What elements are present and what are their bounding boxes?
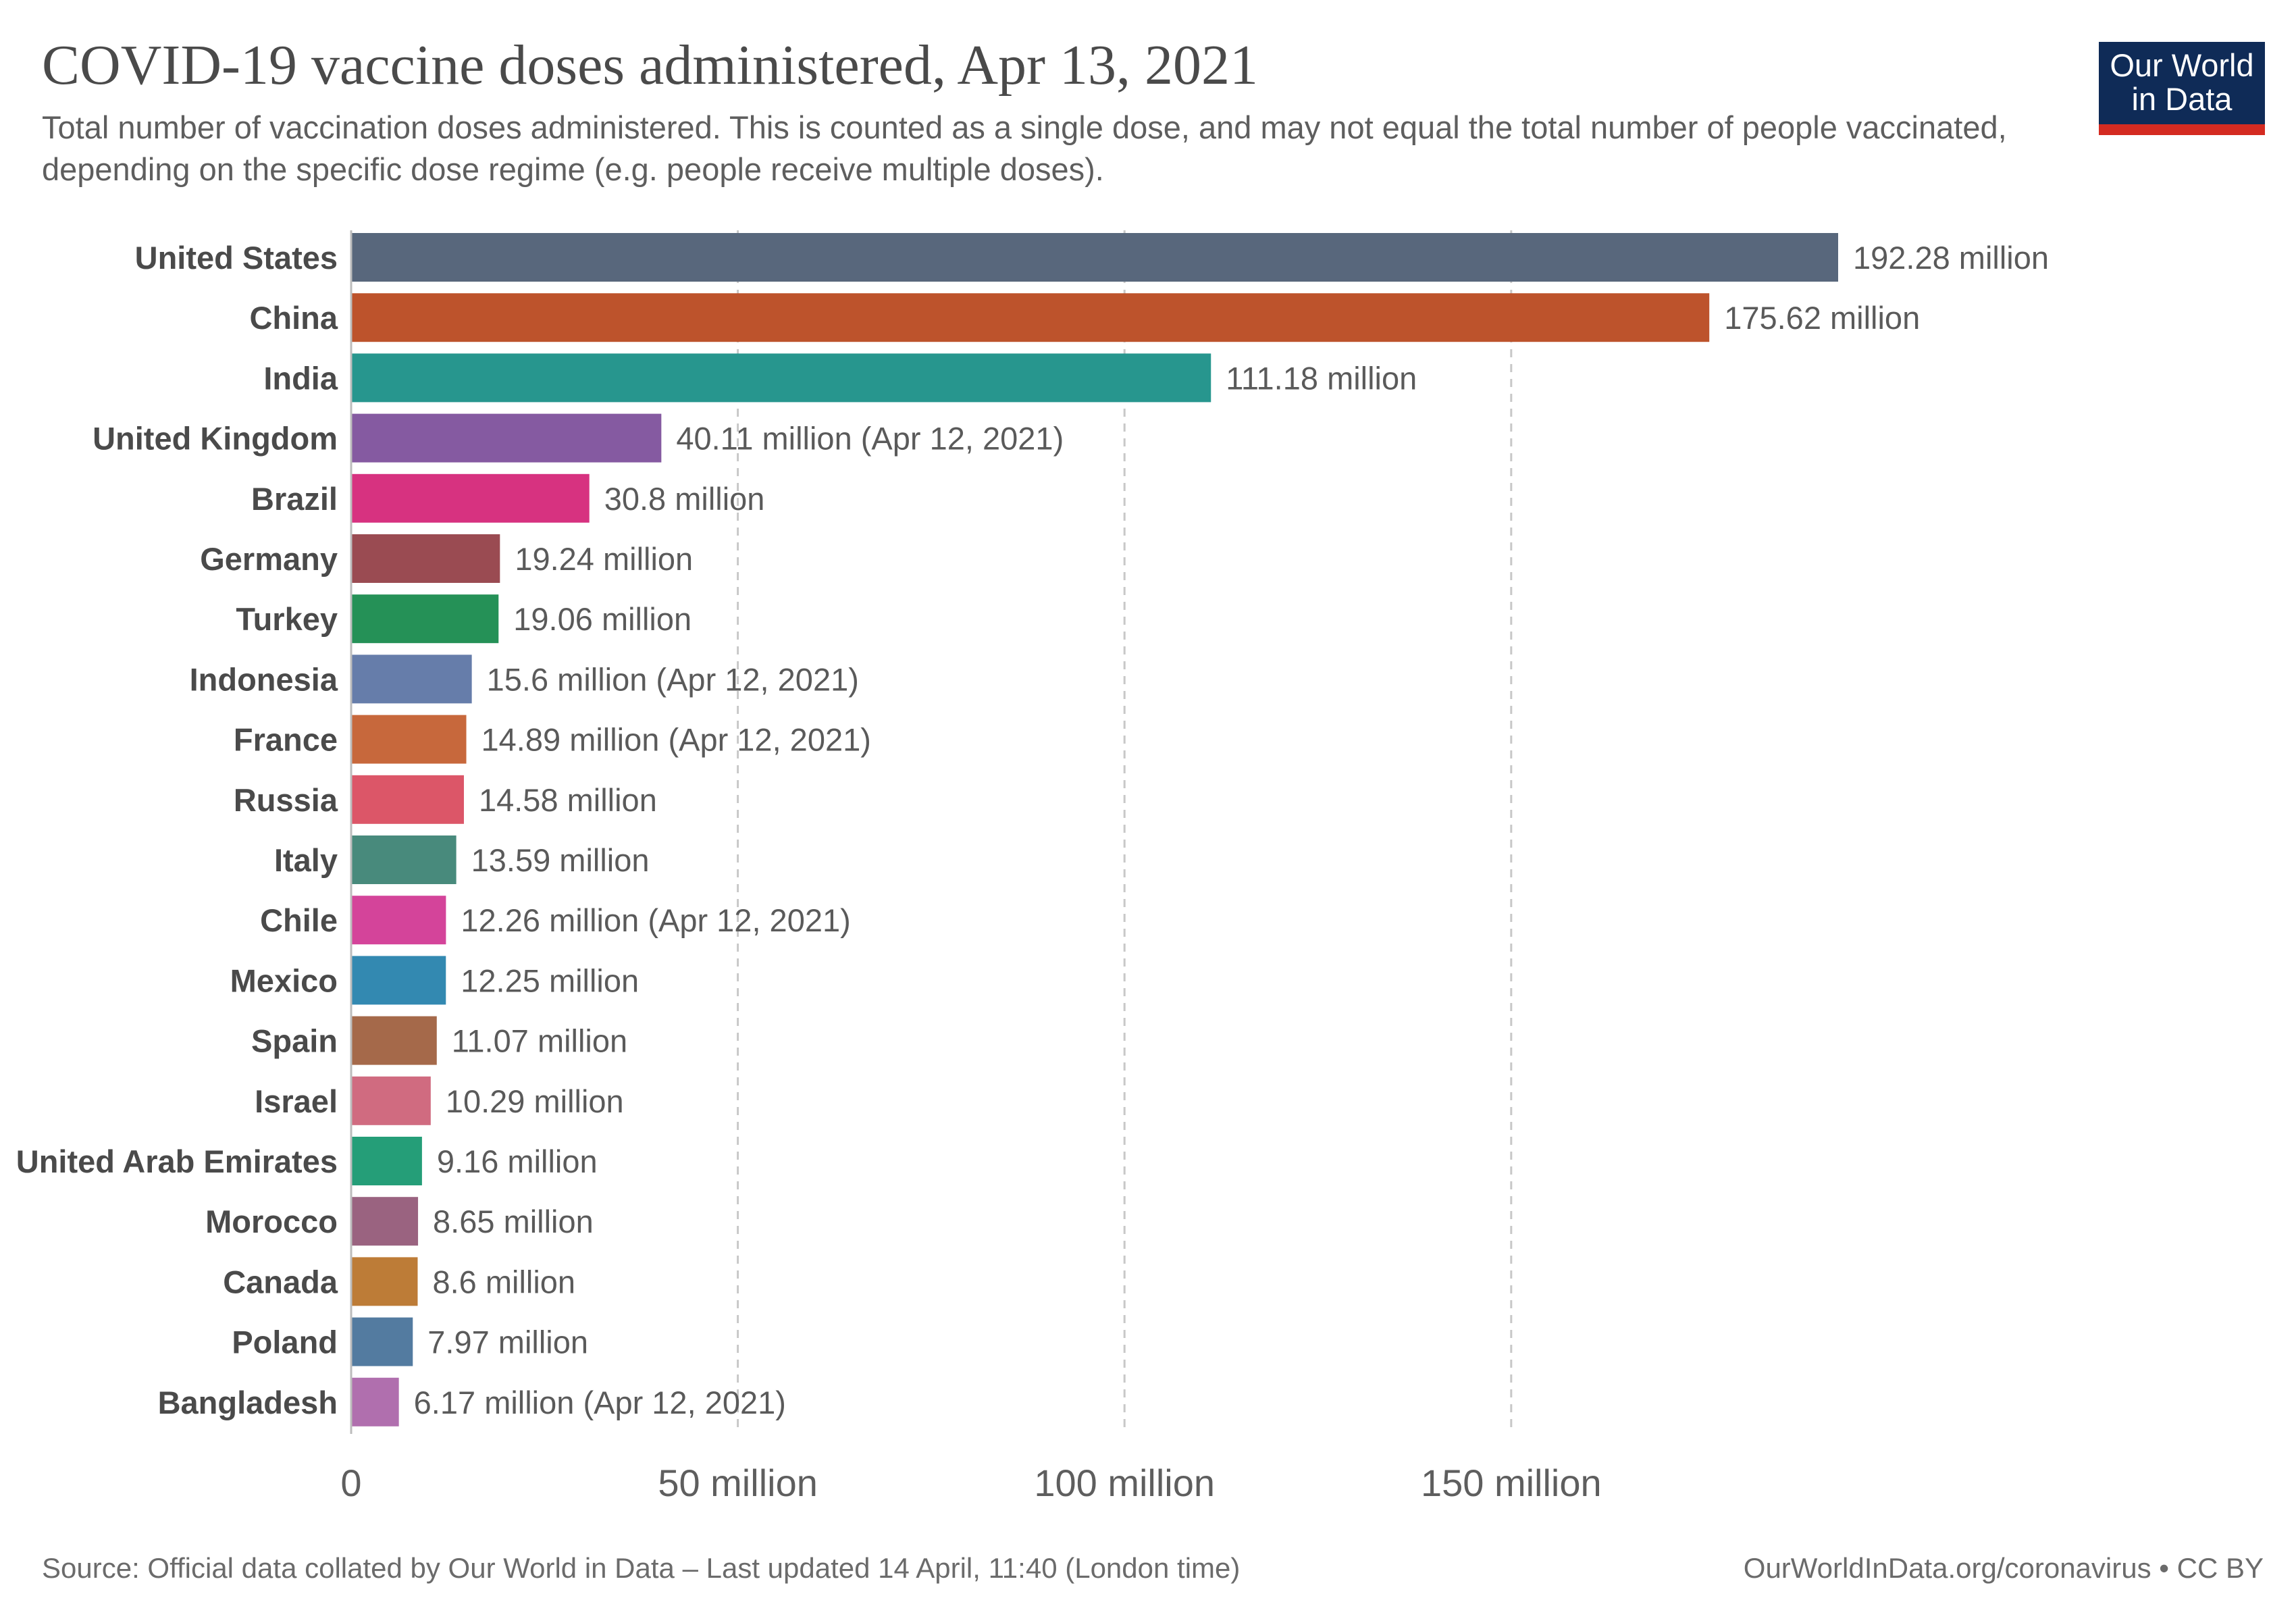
value-label-16: 8.65 million <box>433 1204 594 1239</box>
value-label-14: 10.29 million <box>446 1083 624 1119</box>
value-label-4: 30.8 million <box>604 481 765 517</box>
category-label-18: Poland <box>232 1324 338 1360</box>
category-label-19: Bangladesh <box>158 1385 338 1420</box>
value-label-0: 192.28 million <box>1853 240 2049 276</box>
bar-19 <box>351 1377 399 1426</box>
bar-14 <box>351 1076 431 1125</box>
bar-9 <box>351 775 464 824</box>
value-label-9: 14.58 million <box>479 782 657 818</box>
source-link[interactable]: OurWorldInData.org/coronavirus • CC BY <box>1743 1552 2264 1584</box>
category-label-1: China <box>249 300 338 336</box>
category-label-17: Canada <box>223 1264 338 1300</box>
logo-line-1: Our World <box>2110 47 2254 83</box>
category-label-4: Brazil <box>251 481 338 517</box>
value-label-18: 7.97 million <box>427 1324 588 1360</box>
x-tick-label-3: 150 million <box>1421 1462 1602 1504</box>
bar-6 <box>351 594 499 644</box>
category-label-0: United States <box>135 240 338 276</box>
value-label-6: 19.06 million <box>513 601 692 637</box>
bar-18 <box>351 1317 413 1366</box>
bar-12 <box>351 956 446 1005</box>
category-label-8: France <box>234 722 338 758</box>
x-tick-label-1: 50 million <box>658 1462 818 1504</box>
value-label-5: 19.24 million <box>515 541 693 577</box>
bar-8 <box>351 715 467 764</box>
category-label-9: Russia <box>234 782 338 818</box>
value-label-7: 15.6 million (Apr 12, 2021) <box>487 661 859 697</box>
bar-15 <box>351 1137 422 1185</box>
bar-16 <box>351 1197 419 1246</box>
bar-3 <box>351 413 662 463</box>
category-label-3: United Kingdom <box>93 421 338 457</box>
bar-1 <box>351 293 1710 342</box>
category-label-12: Mexico <box>230 962 338 998</box>
category-label-10: Italy <box>274 842 338 878</box>
bar-5 <box>351 534 500 583</box>
value-label-1: 175.62 million <box>1724 300 1920 336</box>
bar-4 <box>351 473 590 523</box>
value-label-17: 8.6 million <box>432 1264 575 1300</box>
x-tick-label-2: 100 million <box>1034 1462 1215 1504</box>
category-label-5: Germany <box>200 541 338 577</box>
bar-11 <box>351 896 446 945</box>
bar-7 <box>351 654 472 704</box>
category-label-6: Turkey <box>236 601 338 637</box>
category-label-2: India <box>263 360 338 396</box>
category-label-16: Morocco <box>205 1204 338 1239</box>
bar-10 <box>351 835 456 884</box>
bar-2 <box>351 353 1211 403</box>
value-label-11: 12.26 million (Apr 12, 2021) <box>461 902 850 938</box>
category-label-11: Chile <box>260 902 338 938</box>
category-label-15: United Arab Emirates <box>16 1143 338 1179</box>
x-tick-label-0: 0 <box>340 1462 361 1504</box>
category-label-7: Indonesia <box>190 661 338 697</box>
value-label-2: 111.18 million <box>1226 360 1417 396</box>
chart-subtitle: Total number of vaccination doses admini… <box>42 109 2007 187</box>
category-label-13: Spain <box>251 1023 338 1059</box>
value-label-12: 12.25 million <box>461 962 639 998</box>
value-label-8: 14.89 million (Apr 12, 2021) <box>481 722 871 758</box>
source-note: Source: Official data collated by Our Wo… <box>42 1552 1241 1584</box>
bar-17 <box>351 1257 418 1306</box>
value-label-3: 40.11 million (Apr 12, 2021) <box>676 421 1064 457</box>
value-label-13: 11.07 million <box>452 1023 627 1059</box>
page-title: COVID-19 vaccine doses administered, Apr… <box>42 34 1258 97</box>
bar-chart: 0 50 million 100 million 150 million United … <box>16 230 2049 1504</box>
owid-logo[interactable]: Our World in Data <box>2099 42 2265 135</box>
category-label-14: Israel <box>255 1083 338 1119</box>
bar-13 <box>351 1016 437 1065</box>
value-label-19: 6.17 million (Apr 12, 2021) <box>414 1385 786 1420</box>
bar-0 <box>351 233 1838 282</box>
value-label-10: 13.59 million <box>471 842 650 878</box>
value-label-15: 9.16 million <box>437 1143 598 1179</box>
logo-line-2: in Data <box>2131 81 2233 117</box>
